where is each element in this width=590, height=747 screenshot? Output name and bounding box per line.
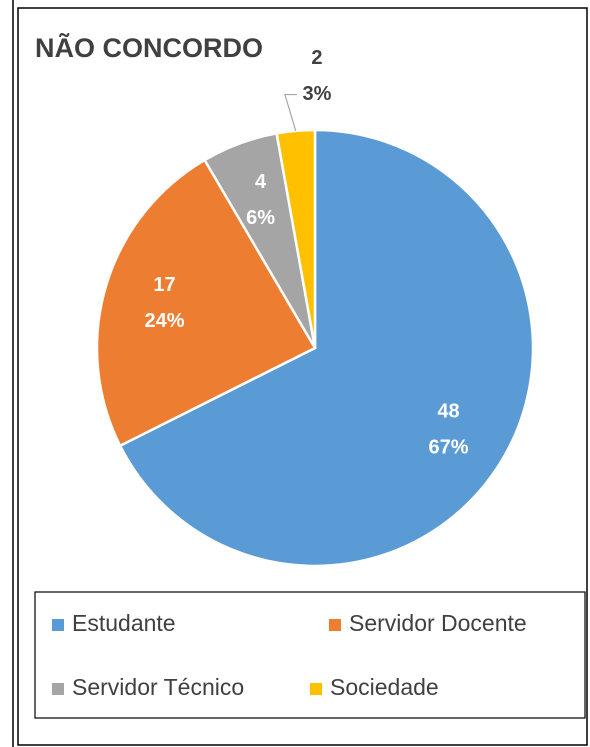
data-label: 2 [311,47,322,69]
legend-label: Servidor Docente [349,610,527,636]
legend-label: Servidor Técnico [72,674,244,700]
leader-line [284,93,297,132]
percent-label: 24% [144,310,184,332]
percent-label: 6% [246,207,275,229]
legend-label: Sociedade [330,674,439,700]
data-label: 48 [437,401,459,423]
legend-swatch [329,619,341,631]
legend-swatch [52,619,64,631]
data-label: 17 [153,274,175,296]
percent-label: 67% [429,437,469,459]
percent-label: 3% [302,83,331,105]
legend-label: Estudante [72,610,176,636]
pie-slice [275,128,317,349]
pie-slice [118,128,535,568]
legend-swatch [52,683,64,695]
data-label: 4 [255,171,267,193]
pie-slice [95,158,317,448]
legend-box [34,591,586,719]
legend-swatch [310,683,322,695]
chart-title: NÃO CONCORDO [35,32,263,63]
